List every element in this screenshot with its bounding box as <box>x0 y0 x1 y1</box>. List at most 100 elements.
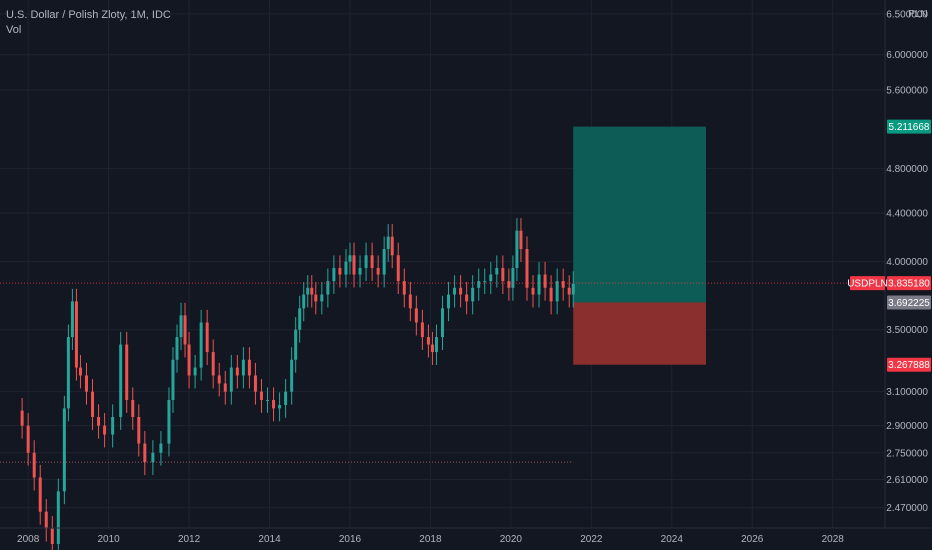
candle-body <box>332 268 336 282</box>
candle-body <box>119 344 123 417</box>
stop-price-tag-text: 3.267888 <box>888 360 930 371</box>
time-tick-label: 2012 <box>178 534 201 545</box>
price-tick-label: 4.400000 <box>886 208 928 219</box>
candle-body <box>70 301 74 338</box>
candle-body <box>253 375 257 392</box>
candle-body <box>549 287 553 302</box>
candle-body <box>167 399 171 444</box>
target-price-tag-bg <box>887 119 931 134</box>
candle-body <box>358 268 362 275</box>
candle-body <box>26 425 30 453</box>
long-position-tool[interactable] <box>573 126 706 365</box>
entry-price-tag-bg <box>887 295 931 310</box>
candle-body <box>320 294 324 302</box>
candle-body <box>352 255 356 275</box>
candle-body <box>370 255 374 269</box>
candle-body <box>272 399 276 409</box>
price-lines <box>0 282 885 463</box>
candle-body <box>555 281 559 302</box>
candle-body <box>205 322 209 353</box>
price-tick-label: 5.600000 <box>886 85 928 96</box>
candle-body <box>20 410 24 426</box>
candle-body <box>434 337 438 353</box>
price-tick-label: 4.800000 <box>886 164 928 175</box>
profit-zone[interactable] <box>573 126 706 303</box>
candle-body <box>382 249 386 275</box>
price-tick-label: 2.610000 <box>886 475 928 486</box>
candle-body <box>465 294 469 302</box>
candle-body <box>441 308 444 338</box>
candle-body <box>571 283 575 295</box>
candle-body <box>266 399 270 401</box>
candle-body <box>74 301 78 368</box>
last-price-tag-text: 3.835180 <box>888 279 930 290</box>
price-tick-label: 3.100000 <box>886 387 928 398</box>
candle-body <box>211 352 215 376</box>
candle-body <box>396 255 400 282</box>
chart-legend: U.S. Dollar / Polish Zloty, 1M, IDC Vol <box>6 8 171 38</box>
candle-body <box>314 294 318 302</box>
chart-grid <box>0 0 885 528</box>
candle-body <box>453 287 457 295</box>
candle-body <box>179 315 183 338</box>
candle-body <box>507 281 511 288</box>
candle-body <box>477 281 481 288</box>
time-axis[interactable]: 2008 2010 2012 2014 2016 2018 2020 2022 2024 2026… <box>17 534 844 545</box>
price-axis[interactable]: 6.500000 6.000000 5.600000 4.800000 4.400000… <box>886 9 928 514</box>
candle-body <box>344 261 348 275</box>
candle-body <box>525 249 529 288</box>
time-tick-label: 2016 <box>339 534 362 545</box>
symbol-title[interactable]: U.S. Dollar / Polish Zloty, 1M, IDC <box>6 9 171 21</box>
entry-price-tag-text: 3.692225 <box>888 298 930 309</box>
candle-body <box>159 443 163 453</box>
time-tick-label: 2028 <box>822 534 845 545</box>
candle-body <box>302 294 306 309</box>
candle-body <box>537 274 541 295</box>
candle-body <box>235 367 239 376</box>
candle-body <box>298 308 302 330</box>
candle-body <box>459 287 463 295</box>
volume-label[interactable]: Vol <box>6 24 22 36</box>
candle-body <box>84 375 88 392</box>
symbol-tag-text: USDPLN <box>847 279 888 290</box>
price-tick-label: 2.470000 <box>886 503 928 514</box>
candle-body <box>78 367 82 376</box>
symbol-tag-bg <box>850 276 885 291</box>
candle-body <box>143 443 147 463</box>
candle-body <box>171 359 175 400</box>
time-tick-label: 2020 <box>500 534 523 545</box>
candle-body <box>501 268 505 282</box>
target-price-tag-text: 5.211668 <box>889 122 930 133</box>
candle-body <box>543 274 547 288</box>
candle-body <box>495 268 499 275</box>
candle-body <box>414 308 418 323</box>
candle-body <box>44 511 48 529</box>
candle-body <box>62 408 66 492</box>
candle-body <box>91 391 95 417</box>
candle-body <box>32 452 36 478</box>
candle-body <box>97 416 101 426</box>
time-tick-label: 2018 <box>419 534 442 545</box>
stop-price-tag-bg <box>887 357 931 372</box>
candle-body <box>131 399 135 417</box>
candle-body <box>223 383 227 392</box>
candle-body <box>376 268 380 275</box>
time-tick-label: 2022 <box>580 534 603 545</box>
time-tick-label: 2014 <box>258 534 281 545</box>
price-tick-label: 2.900000 <box>886 421 928 432</box>
loss-zone[interactable] <box>573 302 706 365</box>
candle-body <box>241 359 245 376</box>
price-tick-label: 3.500000 <box>886 325 928 336</box>
candlestick-series <box>20 218 575 550</box>
currency-label: PLN <box>908 9 927 20</box>
candle-body <box>66 337 70 409</box>
candle-body <box>420 322 424 338</box>
price-tick-label: 2.750000 <box>886 448 928 459</box>
candle-body <box>430 344 434 353</box>
candle-body <box>103 425 107 435</box>
candle-body <box>193 367 197 376</box>
candle-body <box>284 391 288 405</box>
candle-body <box>348 255 352 262</box>
